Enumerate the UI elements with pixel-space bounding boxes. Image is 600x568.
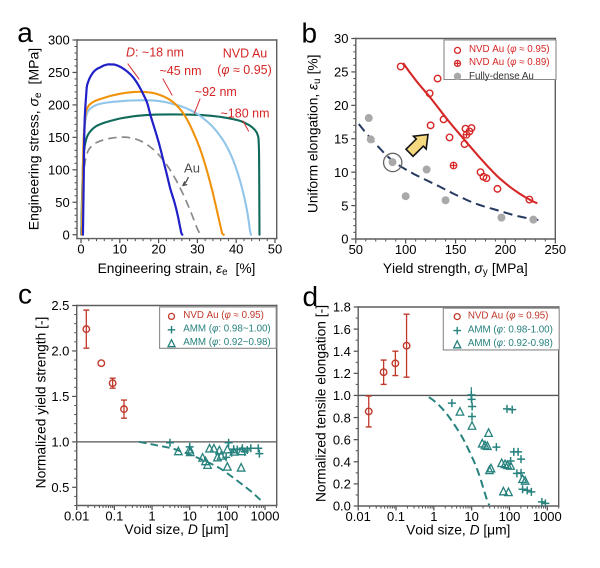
svg-text:N V D A: N V D A u ( ≈ 0 . 9 5 ) φ bbox=[468, 305, 553, 322]
svg-text:20: 20 bbox=[334, 98, 348, 113]
svg-text:2.5: 2.5 bbox=[51, 298, 69, 313]
svg-text:Normalized yield strength [-]: Normalized yield strength [-] bbox=[34, 317, 49, 489]
svg-text:0.0: 0.0 bbox=[333, 499, 351, 514]
svg-text:1000: 1000 bbox=[251, 508, 280, 523]
svg-text:~180 nm: ~180 nm bbox=[221, 107, 270, 121]
svg-text:100: 100 bbox=[499, 509, 521, 524]
svg-text:0.1: 0.1 bbox=[105, 508, 123, 523]
svg-text:c: c bbox=[18, 279, 32, 310]
svg-text:0.4: 0.4 bbox=[333, 454, 351, 469]
svg-text:E n g i: E n g i n e e r i n g s t r a i n , [ bbox=[98, 260, 260, 278]
svg-text:V o i d: V o i d s i z e , [ μ m ] D bbox=[406, 521, 515, 538]
svg-text:10: 10 bbox=[182, 508, 196, 523]
svg-text:1.0: 1.0 bbox=[333, 388, 351, 403]
svg-text:10: 10 bbox=[113, 242, 127, 257]
svg-text:1: 1 bbox=[430, 509, 437, 524]
svg-text:20: 20 bbox=[151, 242, 165, 257]
svg-text:25: 25 bbox=[334, 65, 348, 80]
svg-text:0.5: 0.5 bbox=[51, 480, 69, 495]
svg-text:30: 30 bbox=[334, 31, 348, 46]
svg-text:~92 nm: ~92 nm bbox=[195, 85, 237, 99]
svg-text:b: b bbox=[302, 18, 318, 49]
svg-text:A M M (: A M M ( : 0 . 9 8 - 1 . 0 0 ) φ bbox=[468, 319, 557, 336]
svg-text:15: 15 bbox=[334, 131, 348, 146]
svg-text:U n i f: U n i f o r m e l o n g a t i o n , [ % bbox=[305, 50, 323, 213]
svg-text:1.5: 1.5 bbox=[51, 389, 69, 404]
svg-text:0.1: 0.1 bbox=[387, 509, 405, 524]
svg-text:150: 150 bbox=[445, 242, 467, 257]
svg-text:A M M (: A M M ( : 0 . 9 8 ~ 1 . 0 0 ) φ bbox=[183, 319, 275, 336]
svg-text:1.4: 1.4 bbox=[333, 344, 351, 359]
svg-text:250: 250 bbox=[48, 65, 70, 80]
svg-text:200: 200 bbox=[495, 242, 517, 257]
svg-text:50: 50 bbox=[349, 242, 363, 257]
svg-text:N V D A: N V D A u ( ≈ 0 . 9 5 ) φ bbox=[469, 39, 554, 56]
svg-text:0: 0 bbox=[77, 242, 84, 257]
svg-text:300: 300 bbox=[48, 33, 70, 48]
svg-text:Normalized tensile elongation: Normalized tensile elongation [-] bbox=[314, 305, 329, 502]
svg-text:D : ~ 1: D : ~ 1 8 n m bbox=[126, 44, 184, 61]
svg-text:10: 10 bbox=[464, 509, 478, 524]
svg-text:1.8: 1.8 bbox=[333, 300, 351, 315]
svg-text:1: 1 bbox=[148, 508, 155, 523]
svg-text:d: d bbox=[303, 281, 319, 312]
svg-text:A M M (: A M M ( : 0 . 9 2 - 0 . 9 8 ) φ bbox=[468, 333, 557, 350]
svg-text:A M M (: A M M ( : 0 . 9 2 ~ 0 . 9 8 ) φ bbox=[183, 332, 275, 349]
svg-text:250: 250 bbox=[544, 242, 566, 257]
svg-text:150: 150 bbox=[48, 130, 70, 145]
svg-text:100: 100 bbox=[48, 163, 70, 178]
svg-text:Fully-dense Au: Fully-dense Au bbox=[469, 71, 534, 82]
svg-text:( ≈ 0: ( ≈ 0 . 9 5 ) φ bbox=[217, 61, 276, 78]
svg-text:0: 0 bbox=[341, 232, 348, 247]
svg-text:30: 30 bbox=[190, 242, 204, 257]
svg-text:N V D A: N V D A u ( ≈ 0 . 8 9 ) φ bbox=[469, 52, 554, 69]
svg-text:5: 5 bbox=[341, 198, 348, 213]
svg-text:a: a bbox=[17, 17, 33, 48]
svg-text:50: 50 bbox=[55, 195, 69, 210]
svg-text:1.6: 1.6 bbox=[333, 322, 351, 337]
svg-text:1000: 1000 bbox=[533, 509, 562, 524]
svg-text:0.01: 0.01 bbox=[64, 508, 89, 523]
svg-text:1.2: 1.2 bbox=[333, 366, 351, 381]
svg-text:0.8: 0.8 bbox=[333, 410, 351, 425]
svg-text:0.2: 0.2 bbox=[333, 477, 351, 492]
svg-text:0.01: 0.01 bbox=[346, 509, 371, 524]
svg-text:100: 100 bbox=[217, 508, 239, 523]
svg-text:10: 10 bbox=[334, 165, 348, 180]
svg-text:0: 0 bbox=[62, 227, 69, 242]
svg-text:0.6: 0.6 bbox=[333, 432, 351, 447]
svg-text:~45 nm: ~45 nm bbox=[159, 64, 201, 78]
svg-text:NVD Au: NVD Au bbox=[223, 47, 268, 61]
svg-text:2.0: 2.0 bbox=[51, 344, 69, 359]
svg-text:100: 100 bbox=[395, 242, 417, 257]
svg-text:40: 40 bbox=[229, 242, 243, 257]
svg-text:200: 200 bbox=[48, 98, 70, 113]
svg-text:E n g i: E n g i n e e r i n g s t r e s s , [ bbox=[26, 43, 44, 230]
svg-text:Y i e l: Y i e l d s t r e n g t h , [ M P a ] σ bbox=[383, 260, 532, 278]
svg-text:V o i d: V o i d s i z e , [ μ m ] D bbox=[124, 521, 233, 538]
svg-text:50: 50 bbox=[268, 242, 282, 257]
svg-text:Au: Au bbox=[184, 161, 200, 176]
svg-text:N V D A: N V D A u ( ≈ 0 . 9 5 ) φ bbox=[183, 305, 268, 322]
svg-text:1.0: 1.0 bbox=[51, 435, 69, 450]
